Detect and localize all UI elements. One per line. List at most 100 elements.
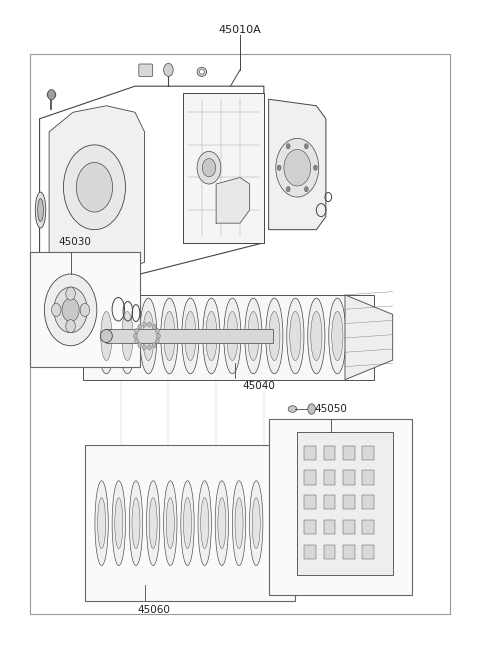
Ellipse shape bbox=[218, 498, 226, 549]
Text: 45030: 45030 bbox=[59, 236, 92, 247]
Ellipse shape bbox=[146, 481, 160, 565]
Bar bbox=[324, 445, 336, 460]
Polygon shape bbox=[39, 86, 264, 275]
Circle shape bbox=[147, 322, 151, 327]
Circle shape bbox=[63, 145, 125, 230]
Ellipse shape bbox=[140, 298, 157, 374]
Circle shape bbox=[197, 151, 221, 184]
Ellipse shape bbox=[197, 67, 206, 77]
Ellipse shape bbox=[288, 405, 297, 412]
Ellipse shape bbox=[232, 481, 246, 565]
Ellipse shape bbox=[95, 481, 108, 565]
Ellipse shape bbox=[287, 298, 304, 374]
Circle shape bbox=[284, 149, 311, 186]
Circle shape bbox=[147, 345, 151, 350]
Bar bbox=[362, 470, 373, 485]
Circle shape bbox=[277, 165, 281, 170]
Bar bbox=[324, 495, 336, 510]
Polygon shape bbox=[345, 295, 393, 380]
Polygon shape bbox=[49, 105, 144, 275]
Polygon shape bbox=[216, 178, 250, 223]
Ellipse shape bbox=[206, 311, 217, 360]
Ellipse shape bbox=[227, 311, 238, 360]
Ellipse shape bbox=[115, 498, 123, 549]
Circle shape bbox=[143, 322, 146, 327]
Ellipse shape bbox=[224, 298, 241, 374]
Ellipse shape bbox=[245, 298, 262, 374]
Bar bbox=[343, 545, 355, 559]
Ellipse shape bbox=[35, 192, 46, 228]
Circle shape bbox=[152, 324, 156, 329]
Bar bbox=[324, 470, 336, 485]
FancyBboxPatch shape bbox=[139, 64, 153, 77]
Ellipse shape bbox=[98, 298, 115, 374]
Circle shape bbox=[133, 333, 137, 339]
Circle shape bbox=[143, 345, 146, 350]
Ellipse shape bbox=[37, 198, 43, 221]
Circle shape bbox=[80, 303, 90, 316]
Circle shape bbox=[313, 165, 317, 170]
Bar bbox=[304, 545, 316, 559]
Bar bbox=[362, 520, 373, 534]
Ellipse shape bbox=[199, 69, 204, 74]
Circle shape bbox=[135, 339, 139, 344]
Text: 45010A: 45010A bbox=[218, 25, 262, 35]
Ellipse shape bbox=[311, 311, 322, 360]
Ellipse shape bbox=[185, 311, 196, 360]
Circle shape bbox=[135, 328, 139, 333]
Circle shape bbox=[152, 343, 156, 348]
Circle shape bbox=[66, 320, 75, 333]
Bar bbox=[30, 252, 140, 367]
Ellipse shape bbox=[181, 481, 194, 565]
Ellipse shape bbox=[250, 481, 263, 565]
Ellipse shape bbox=[203, 298, 220, 374]
Ellipse shape bbox=[129, 481, 143, 565]
Ellipse shape bbox=[47, 91, 56, 98]
Polygon shape bbox=[297, 432, 393, 575]
Circle shape bbox=[164, 64, 173, 77]
Ellipse shape bbox=[329, 298, 346, 374]
Bar bbox=[324, 520, 336, 534]
Ellipse shape bbox=[119, 298, 136, 374]
Ellipse shape bbox=[101, 311, 112, 360]
Text: 45040: 45040 bbox=[243, 381, 276, 391]
Bar bbox=[343, 495, 355, 510]
Ellipse shape bbox=[164, 311, 175, 360]
Ellipse shape bbox=[269, 311, 280, 360]
Circle shape bbox=[304, 143, 308, 149]
Ellipse shape bbox=[266, 298, 283, 374]
Circle shape bbox=[54, 287, 87, 333]
Ellipse shape bbox=[143, 311, 154, 360]
Bar bbox=[362, 445, 373, 460]
Circle shape bbox=[76, 162, 113, 212]
Circle shape bbox=[308, 404, 315, 414]
Bar bbox=[304, 495, 316, 510]
Bar bbox=[362, 545, 373, 559]
Circle shape bbox=[51, 303, 61, 316]
Bar bbox=[343, 470, 355, 485]
Circle shape bbox=[286, 187, 290, 192]
Bar bbox=[362, 495, 373, 510]
FancyBboxPatch shape bbox=[107, 329, 274, 343]
Bar bbox=[85, 445, 295, 601]
Ellipse shape bbox=[308, 298, 325, 374]
Ellipse shape bbox=[112, 481, 125, 565]
Circle shape bbox=[276, 138, 319, 197]
Circle shape bbox=[156, 339, 159, 344]
Ellipse shape bbox=[161, 298, 178, 374]
Ellipse shape bbox=[183, 498, 192, 549]
Polygon shape bbox=[83, 295, 373, 380]
Bar bbox=[304, 470, 316, 485]
Ellipse shape bbox=[252, 498, 260, 549]
Ellipse shape bbox=[290, 311, 301, 360]
Circle shape bbox=[62, 298, 79, 322]
Text: 45060: 45060 bbox=[138, 605, 170, 615]
Bar bbox=[343, 445, 355, 460]
Circle shape bbox=[304, 187, 308, 192]
Text: 45050: 45050 bbox=[314, 403, 347, 413]
Ellipse shape bbox=[166, 498, 174, 549]
Polygon shape bbox=[183, 93, 264, 243]
Bar bbox=[304, 520, 316, 534]
Bar bbox=[324, 545, 336, 559]
Ellipse shape bbox=[198, 481, 211, 565]
